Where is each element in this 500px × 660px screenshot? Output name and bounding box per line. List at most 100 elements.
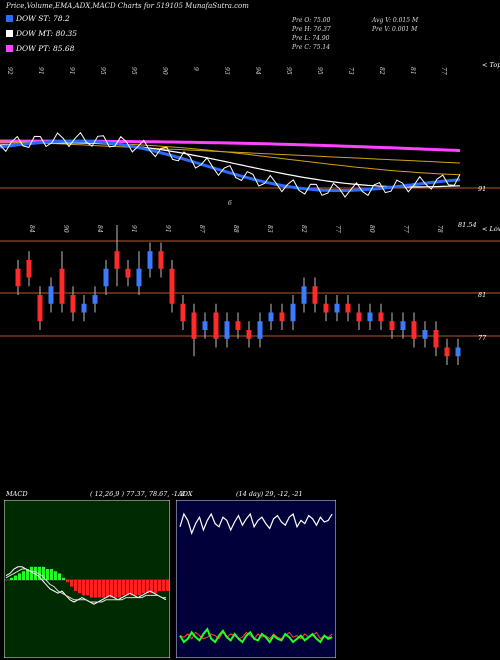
candle-body xyxy=(389,321,395,330)
candle-body xyxy=(202,321,208,330)
macd-hist-bar xyxy=(42,566,45,580)
candle-body xyxy=(455,347,461,357)
macd-hist-bar xyxy=(18,573,21,580)
stat-high: Pre H: 76.37 xyxy=(292,26,331,33)
candle-body xyxy=(26,260,32,278)
candle-body xyxy=(180,303,186,322)
macd-hist-bar xyxy=(118,580,121,598)
upper-right-value-2: 81.54 xyxy=(458,221,477,229)
low-label: 84 xyxy=(28,225,35,233)
macd-hist-bar xyxy=(22,571,25,580)
macd-panel xyxy=(4,500,170,658)
low-labels: 84 90 84 91 91 87 88 83 82 77 80 77 78 xyxy=(28,225,443,233)
macd-hist-bar xyxy=(154,580,157,594)
macd-hist-bar xyxy=(14,575,17,580)
lows-label: < Lows xyxy=(482,225,500,233)
top-label: 95 xyxy=(99,67,106,75)
candle-body xyxy=(125,268,131,278)
ema-short-line xyxy=(0,139,461,193)
top-label: 82 xyxy=(378,67,385,75)
minus-di-line xyxy=(179,631,333,640)
macd-hist-bar xyxy=(134,580,137,596)
candle-body xyxy=(191,312,197,339)
top-label: 94 xyxy=(254,67,261,75)
macd-hist-bar xyxy=(94,580,97,598)
candle-body xyxy=(70,295,76,313)
candle-body xyxy=(103,268,109,287)
candle-body xyxy=(169,268,175,304)
top-label: 90 xyxy=(161,67,168,75)
candle-body xyxy=(136,268,142,287)
stat-pre-volume: Pre V: 0.001 M xyxy=(372,26,418,33)
candle-body xyxy=(367,312,373,322)
upper-mid-label: 6 xyxy=(228,200,232,207)
macd-hist-bar xyxy=(74,580,77,591)
legend-dow-pt: DOW PT: 85.68 xyxy=(6,44,74,53)
legend-label-mt: DOW MT: 80.35 xyxy=(16,29,78,38)
top-label: 93 xyxy=(223,67,230,75)
macd-hist-bar xyxy=(110,580,113,598)
legend-dow-st: DOW ST: 78.2 xyxy=(6,14,70,23)
macd-hist-bar xyxy=(114,580,117,598)
macd-hist-bar xyxy=(26,569,29,580)
candle-body xyxy=(48,286,54,304)
candle-body xyxy=(37,295,43,322)
upper-right-value-1: 91 xyxy=(478,185,486,193)
top-label: 95 xyxy=(316,67,323,75)
candle-body xyxy=(378,312,384,322)
candles xyxy=(15,225,461,365)
macd-hist-bar xyxy=(166,580,169,591)
candle-body xyxy=(213,312,219,339)
low-label: 88 xyxy=(232,225,239,233)
candle-body xyxy=(279,312,285,322)
low-label: 82 xyxy=(300,225,307,233)
macd-hist-bar xyxy=(46,569,49,580)
low-label: 83 xyxy=(266,225,273,233)
macd-hist-bar xyxy=(86,580,89,596)
low-label: 91 xyxy=(130,225,137,233)
macd-hist-bar xyxy=(66,580,69,583)
candle-body xyxy=(246,330,252,339)
macd-hist-bar xyxy=(78,580,81,594)
top-label: 9 xyxy=(192,67,199,71)
price-chart: 92 91 91 95 95 90 9 93 94 95 95 73 82 81 77 < Tops 6 9… xyxy=(0,61,500,365)
macd-hist-bar xyxy=(142,580,145,594)
chart-title: Price,Volume,EMA,ADX,MACD Charts for 519… xyxy=(6,2,249,10)
macd-hist-bar xyxy=(150,580,153,594)
right-axis-77: 77 xyxy=(478,334,487,342)
candle-body xyxy=(411,321,417,339)
macd-hist-bar xyxy=(34,566,37,580)
candle-body xyxy=(323,303,329,313)
candle-body xyxy=(81,303,87,313)
macd-hist-bar xyxy=(82,580,85,596)
macd-hist-bar xyxy=(138,580,141,596)
price-line xyxy=(0,131,461,198)
low-label: 77 xyxy=(334,225,341,233)
candle-body xyxy=(400,321,406,330)
low-label: 80 xyxy=(368,225,375,233)
macd-hist-bar xyxy=(162,580,165,591)
adx-panel xyxy=(176,500,336,658)
candle-body xyxy=(444,347,450,357)
adx-line xyxy=(179,512,333,535)
candle-body xyxy=(433,330,439,348)
macd-hist-bar xyxy=(102,580,105,598)
candle-body xyxy=(257,321,263,339)
low-label: 90 xyxy=(62,225,69,233)
macd-hist-bar xyxy=(126,580,129,596)
low-label: 77 xyxy=(402,225,409,233)
macd-params: ( 12,26,9 ) 77.37, 78.67, -1.3 xyxy=(90,490,185,498)
legend-swatch-pt xyxy=(6,45,13,52)
low-label: 78 xyxy=(436,225,443,233)
top-label: 95 xyxy=(285,67,292,75)
stat-low: Pre L: 74.90 xyxy=(292,35,330,42)
legend-label-pt: DOW PT: 85.68 xyxy=(16,44,75,53)
macd-hist-bar xyxy=(158,580,161,591)
candle-body xyxy=(290,303,296,322)
top-label: 91 xyxy=(37,67,44,75)
ema-lines xyxy=(0,131,461,198)
plus-di-line xyxy=(179,627,333,644)
top-label: 95 xyxy=(130,67,137,75)
low-label: 87 xyxy=(198,225,205,233)
legend-dow-mt: DOW MT: 80.35 xyxy=(6,29,77,38)
